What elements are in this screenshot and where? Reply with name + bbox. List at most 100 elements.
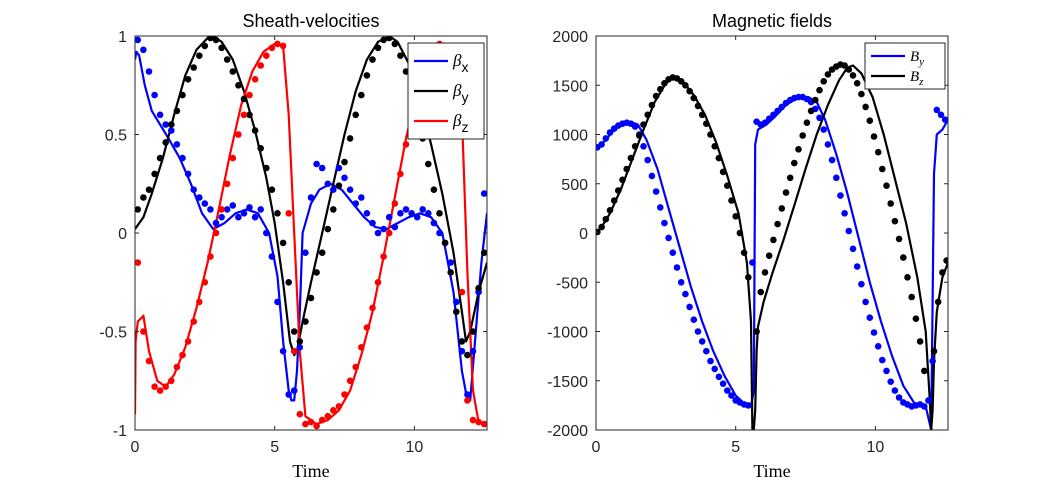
data-point-B_y [728, 392, 735, 399]
data-point-beta_y [229, 68, 237, 75]
data-point-B_z [631, 143, 639, 150]
data-point-beta_z [257, 62, 265, 69]
data-point-beta_z [162, 383, 169, 391]
data-point-beta_y [363, 72, 371, 79]
data-point-beta_z [274, 40, 281, 48]
data-point-B_z [782, 189, 790, 196]
data-point-B_y [657, 204, 664, 211]
data-point-beta_y [162, 139, 169, 146]
data-point-B_y [837, 192, 844, 199]
data-point-beta_y [430, 186, 438, 193]
data-point-beta_z [385, 229, 393, 237]
data-point-beta_z [279, 42, 287, 50]
data-point-beta_y [135, 206, 142, 213]
data-point-beta_y [480, 249, 487, 256]
data-point-beta_y [335, 182, 343, 189]
data-point-B_z [803, 119, 811, 126]
data-point-B_y [833, 174, 840, 182]
data-point-beta_x [257, 206, 265, 213]
data-point-B_y [661, 219, 668, 227]
data-point-B_y [858, 280, 865, 288]
y-tick-label: 0 [579, 226, 588, 243]
x-axis-label: Time [292, 461, 329, 481]
data-point-B_y [648, 172, 656, 180]
data-point-beta_z [290, 347, 298, 355]
data-point-beta_z [212, 229, 220, 237]
data-point-beta_x [184, 170, 192, 178]
data-point-beta_y [391, 40, 399, 48]
data-point-B_z [596, 228, 601, 236]
data-point-B_y [640, 143, 647, 150]
data-point-beta_x [453, 298, 460, 306]
data-point-B_y [765, 115, 773, 122]
data-point-B_y [724, 387, 731, 394]
magnetic-fields-panel: 0 5 10-2000-1500-1000-5000500100015002000 … [547, 11, 949, 481]
data-point-beta_y [257, 145, 265, 152]
x-axis-label: Time [753, 461, 790, 481]
data-point-beta_x [391, 223, 399, 231]
data-point-B_y [707, 357, 714, 365]
data-point-B_y [698, 338, 706, 345]
data-point-B_z [724, 182, 731, 189]
data-point-beta_z [229, 154, 237, 162]
data-point-B_z [615, 187, 622, 194]
data-point-beta_x [380, 225, 387, 233]
data-point-B_z [728, 197, 735, 204]
data-point-beta_x [408, 210, 415, 217]
data-point-beta_z [263, 52, 270, 59]
data-point-B_z [707, 131, 714, 138]
data-point-beta_x [279, 347, 287, 355]
data-point-beta_y [385, 36, 393, 42]
sheath-velocities-dots [135, 36, 487, 430]
data-point-beta_z [369, 304, 376, 312]
data-point-beta_x [212, 219, 220, 227]
data-point-beta_x [413, 213, 421, 221]
data-point-beta_x [318, 164, 326, 172]
data-point-B_z [820, 78, 827, 85]
data-point-B_z [690, 94, 698, 102]
data-point-B_z [883, 182, 890, 189]
data-point-beta_x [246, 204, 253, 211]
data-point-beta_z [335, 403, 343, 410]
data-point-beta_y [190, 64, 197, 71]
data-point-beta_x [296, 344, 304, 351]
data-point-B_z [895, 235, 903, 243]
data-point-beta_x [307, 194, 315, 201]
data-point-B_z [816, 86, 823, 94]
data-point-beta_x [464, 391, 471, 398]
data-point-beta_z [380, 253, 387, 260]
data-point-B_y [849, 245, 857, 253]
data-point-B_y [644, 156, 651, 164]
data-point-B_y [925, 397, 932, 404]
data-point-beta_y [464, 351, 471, 359]
axis-ticks: 0 5 10 -1 -0.5 0 0.5 1 [99, 29, 487, 456]
data-point-beta_y [330, 206, 337, 213]
data-point-B_z [799, 132, 806, 139]
data-point-B_y [703, 347, 710, 355]
legend-box [864, 42, 946, 90]
data-point-B_y [820, 126, 827, 133]
data-point-B_z [939, 269, 946, 276]
data-point-beta_z [240, 111, 248, 119]
data-point-beta_x [207, 206, 214, 213]
data-point-beta_y [318, 249, 326, 256]
data-point-B_z [812, 96, 819, 104]
data-point-B_z [644, 111, 651, 119]
data-point-B_y [673, 264, 681, 271]
data-point-beta_z [235, 131, 242, 138]
data-point-B_z [824, 71, 832, 78]
data-point-beta_y [447, 269, 455, 276]
x-tick-label: 10 [866, 439, 884, 456]
data-point-B_z [774, 220, 781, 228]
data-point-B_y [694, 328, 702, 335]
data-point-B_z [916, 338, 924, 345]
data-point-B_z [765, 252, 773, 259]
data-point-beta_x [229, 202, 237, 209]
y-tick-label: 2000 [552, 29, 588, 46]
data-point-beta_x [363, 210, 371, 217]
data-point-beta_y [285, 279, 293, 286]
data-point-B_z [891, 217, 899, 225]
data-point-B_y [866, 314, 874, 322]
data-point-beta_y [145, 186, 153, 193]
